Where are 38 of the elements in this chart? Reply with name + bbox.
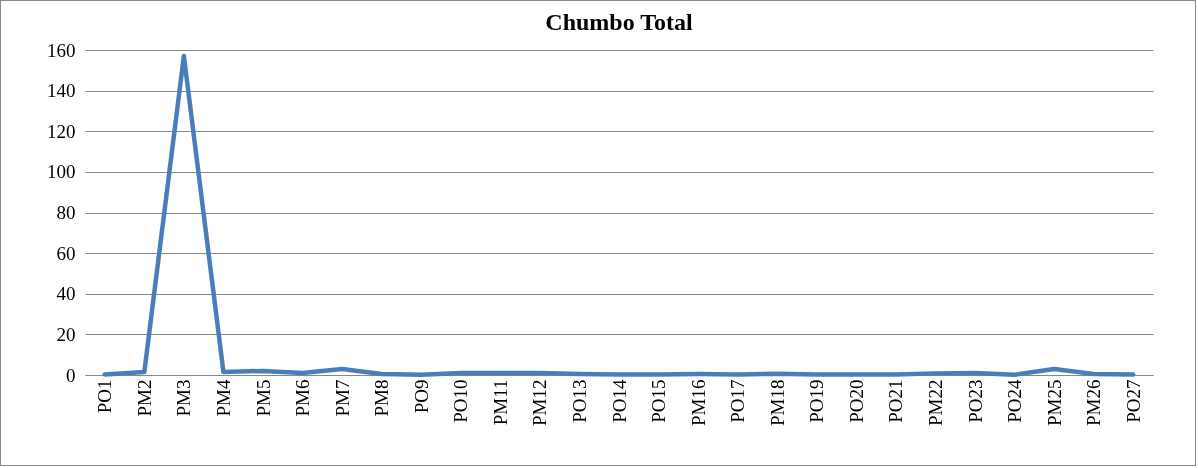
y-tick-label: 160	[47, 39, 76, 61]
x-tick-label: PM25	[1043, 379, 1065, 426]
x-tick-label: PM8	[371, 379, 393, 417]
x-tick-label: PM22	[924, 379, 946, 426]
x-tick-label: PO14	[608, 379, 630, 423]
x-tick-label: PM5	[252, 379, 274, 417]
x-tick-label: PO10	[450, 379, 472, 423]
y-tick-label: 20	[56, 323, 76, 345]
line-series	[102, 53, 1136, 378]
y-tick-label: 60	[56, 242, 76, 264]
x-tick-label: PO9	[410, 379, 432, 414]
x-tick-label: PO15	[648, 379, 670, 423]
y-tick-label: 0	[66, 364, 76, 386]
x-tick-label: PO23	[964, 379, 986, 423]
x-tick-label: PO27	[1122, 379, 1144, 423]
x-tick-label: PM7	[331, 379, 353, 417]
x-tick-label: PM6	[292, 379, 314, 417]
x-tick-label: PM18	[766, 379, 788, 426]
x-tick-label: PM4	[212, 379, 234, 417]
x-tick-label: PM3	[173, 379, 195, 417]
x-tick-label: PO17	[727, 379, 749, 423]
y-tick-label: 100	[47, 161, 76, 183]
y-tick-label: 120	[47, 120, 76, 142]
x-tick-label: PM16	[687, 379, 709, 426]
y-tick-label: 80	[56, 202, 76, 223]
y-tick-label: 140	[47, 80, 76, 102]
x-tick-label: PM12	[529, 379, 551, 426]
x-tick-label: PO19	[806, 379, 828, 423]
x-tick-label: PO24	[1004, 379, 1026, 423]
x-tick-label: PM11	[489, 379, 511, 426]
x-tick-label: PM2	[133, 379, 155, 417]
x-tick-label: PO20	[845, 379, 867, 423]
x-tick-label: PO21	[885, 379, 907, 423]
chart-title: Chumbo Total	[545, 9, 694, 35]
x-tick-label: PO1	[94, 379, 116, 414]
y-tick-label: 40	[56, 283, 76, 305]
x-tick-label: PM26	[1083, 379, 1105, 426]
x-tick-label: PO13	[568, 379, 590, 423]
